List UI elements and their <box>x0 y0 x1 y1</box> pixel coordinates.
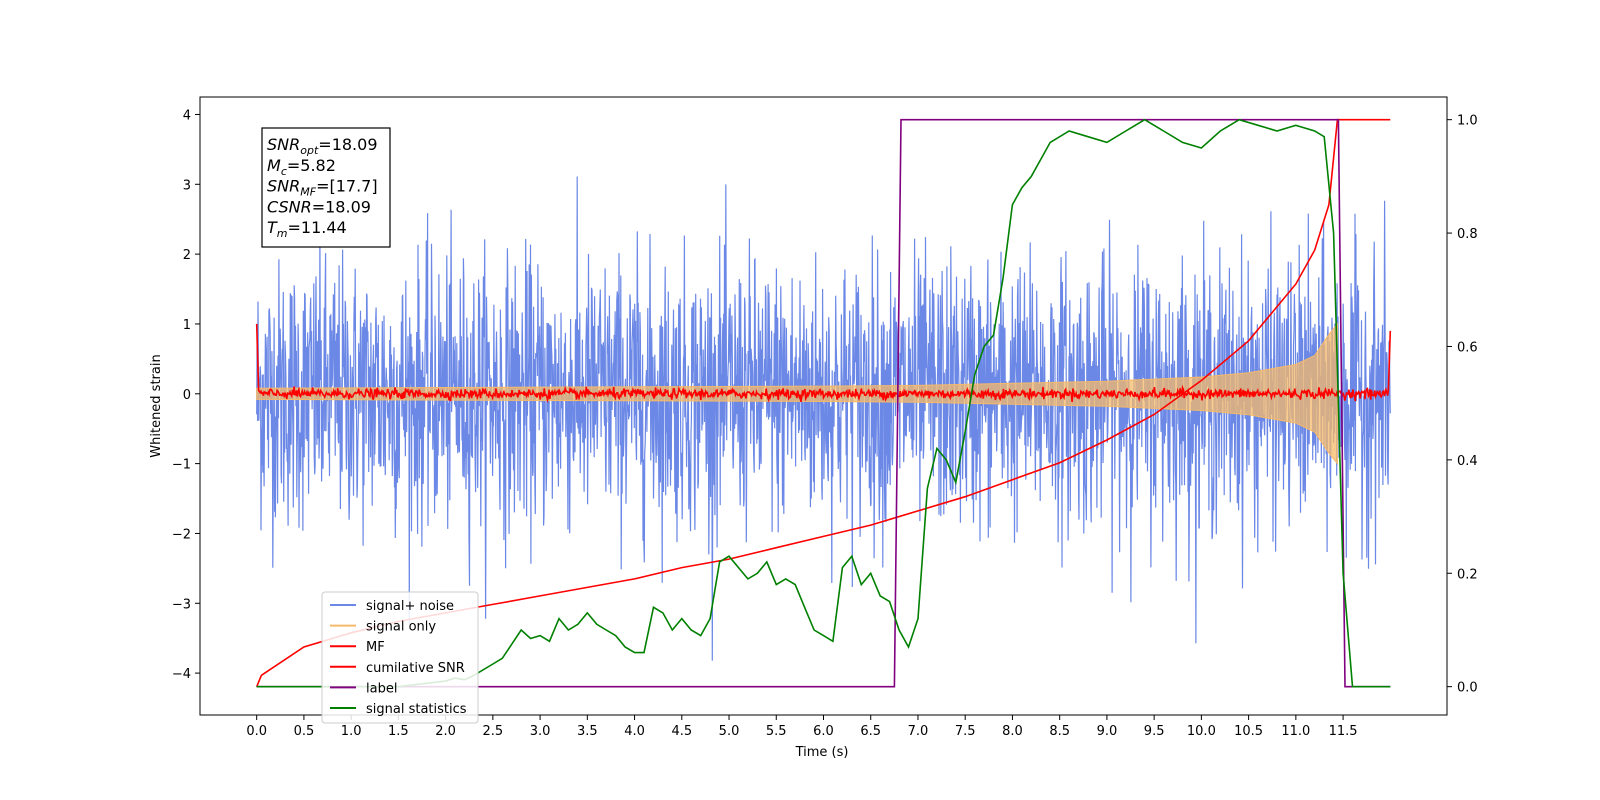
x-tick-label: 11.0 <box>1281 724 1310 739</box>
x-tick-label: 1.5 <box>388 724 409 739</box>
y-tick-label: 0 <box>183 388 191 403</box>
x-tick-label: 3.0 <box>530 724 551 739</box>
annotation-line: Tm=11.44 <box>267 218 347 240</box>
annotation-symbol: M <box>267 156 281 175</box>
x-tick-label: 7.0 <box>908 724 929 739</box>
y-tick-label: 1 <box>183 318 191 333</box>
x-axis: 0.0 0.5 1.0 1.5 2.0 2.5 3.0 3.5 4.0 4.5 5.0 5.5 6.0 6… <box>246 715 1358 739</box>
series-signal-statistics-line <box>256 118 1391 688</box>
y2-tick-label: 0.8 <box>1457 227 1478 242</box>
legend-label: cumilative SNR <box>366 661 465 676</box>
legend-label: signal statistics <box>366 702 467 717</box>
series-mf-line <box>255 323 1392 404</box>
annotation-line: SNRMF=[17.7] <box>267 177 378 199</box>
legend-label: MF <box>366 640 385 655</box>
legend-label: signal+ noise <box>366 599 454 614</box>
annotation-frame <box>261 127 391 248</box>
x-tick-label: 8.0 <box>1002 724 1023 739</box>
x-tick-label: 3.5 <box>577 724 598 739</box>
x-tick-label: 6.0 <box>813 724 834 739</box>
annotation-symbol: SNR <box>267 135 300 154</box>
x-tick-label: 10.0 <box>1187 724 1216 739</box>
y2-tick-label: 0.4 <box>1457 454 1478 469</box>
y-tick-label: 3 <box>183 178 191 193</box>
x-tick-label: 8.5 <box>1049 724 1070 739</box>
x-tick-label: 9.0 <box>1097 724 1118 739</box>
annotation-subscript: c <box>281 165 287 178</box>
annotation-value: =18.09 <box>318 135 377 154</box>
y2-tick-label: 0.2 <box>1457 567 1478 582</box>
x-tick-label: 4.5 <box>671 724 692 739</box>
annotation-value: =18.09 <box>312 197 371 216</box>
y2-tick-label: 0.0 <box>1457 681 1478 696</box>
x-tick-label: 9.5 <box>1144 724 1165 739</box>
y-tick-label: −3 <box>172 597 191 612</box>
legend-label: label <box>366 681 397 696</box>
x-tick-label: 11.5 <box>1329 724 1358 739</box>
x-tick-label: 2.5 <box>483 724 504 739</box>
x-tick-label: 5.5 <box>766 724 787 739</box>
annotation-value: =[17.7] <box>316 177 378 196</box>
x-tick-label: 7.5 <box>955 724 976 739</box>
x-tick-label: 6.5 <box>860 724 881 739</box>
legend-label: signal only <box>366 620 436 635</box>
annotation-symbol: T <box>267 218 278 237</box>
y-axis-label: Whitened strain <box>149 354 164 457</box>
x-tick-label: 0.5 <box>294 724 315 739</box>
y2-tick-label: 0.6 <box>1457 340 1478 355</box>
y-tick-label: −4 <box>172 667 191 682</box>
legend: signal+ noise signal only MF cumilative SNR… <box>321 591 479 724</box>
annotation-symbol: CSNR <box>267 197 312 216</box>
annotation-line: CSNR=18.09 <box>267 197 371 216</box>
y-tick-label: 4 <box>183 108 191 123</box>
x-tick-label: 4.0 <box>624 724 645 739</box>
annotation-subscript: m <box>277 227 288 240</box>
x-axis-label: Time (s) <box>795 745 849 760</box>
x-tick-label: 5.0 <box>719 724 740 739</box>
series-signal-noise-line <box>256 176 1391 661</box>
annotation-value: =11.44 <box>288 218 347 237</box>
legend-frame <box>321 591 479 724</box>
y-tick-label: −1 <box>172 458 191 473</box>
annotation-value: =5.82 <box>287 156 336 175</box>
x-tick-label: 0.0 <box>246 724 267 739</box>
x-tick-label: 10.5 <box>1234 724 1263 739</box>
y-tick-label: 2 <box>183 248 191 263</box>
y-axis-left: 4 3 2 1 0 −1 −2 −3 −4 <box>172 108 200 682</box>
annotation-symbol: SNR <box>267 177 300 196</box>
x-tick-label: 1.0 <box>341 724 362 739</box>
annotation-line: Mc=5.82 <box>267 156 336 178</box>
stats-annotation-box: SNRopt=18.09Mc=5.82SNRMF=[17.7]CSNR=18.0… <box>261 127 391 248</box>
annotation-subscript: MF <box>300 186 316 199</box>
y-tick-label: −2 <box>172 527 191 542</box>
annotation-subscript: opt <box>300 144 319 157</box>
x-tick-label: 2.0 <box>435 724 456 739</box>
y2-tick-label: 1.0 <box>1457 114 1478 129</box>
y-axis-right: 0.0 0.2 0.4 0.6 0.8 1.0 <box>1447 114 1478 696</box>
annotation-line: SNRopt=18.09 <box>267 135 378 157</box>
